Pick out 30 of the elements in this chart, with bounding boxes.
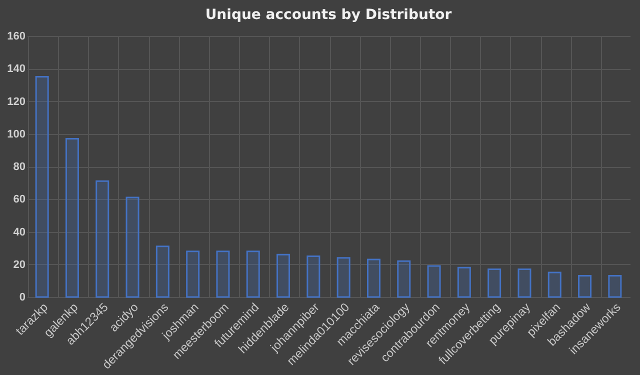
bar (126, 196, 140, 298)
bar (548, 272, 562, 298)
bar (518, 268, 532, 298)
y-tick-label: 160 (7, 30, 26, 42)
bar (457, 266, 471, 298)
bar (216, 250, 230, 298)
bar (427, 265, 441, 298)
bar (366, 258, 380, 298)
y-tick-label: 40 (13, 226, 26, 238)
y-tick-label: 120 (7, 96, 26, 108)
bar (156, 246, 170, 298)
bar (186, 250, 200, 298)
bar (397, 260, 411, 298)
bar (488, 268, 502, 298)
y-tick-label: 100 (7, 128, 26, 140)
y-tick-label: 140 (7, 63, 26, 76)
y-tick-label: 20 (13, 258, 26, 271)
chart-title: Unique accounts by Distributor (205, 7, 452, 23)
bar (336, 257, 350, 298)
y-tick-label: 0 (19, 292, 26, 304)
bar (96, 180, 110, 298)
bar (608, 275, 622, 298)
y-tick-label: 80 (13, 161, 26, 173)
bar (306, 255, 320, 298)
bar (276, 254, 290, 298)
bar (65, 138, 79, 298)
bar (246, 250, 260, 298)
bar (35, 76, 49, 298)
bar (578, 275, 592, 298)
y-tick-label: 60 (13, 194, 26, 206)
